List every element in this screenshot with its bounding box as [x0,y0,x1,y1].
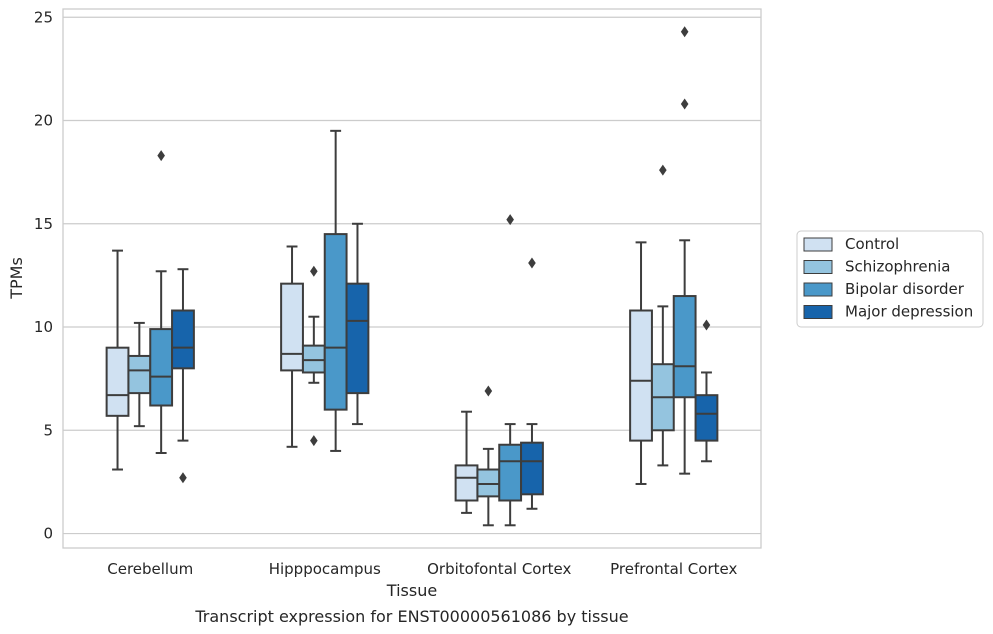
outlier-point [310,435,318,447]
box-2-2 [498,214,523,527]
box-iqr [672,295,697,399]
outlier-point [310,265,318,277]
y-tick-label: 25 [34,8,53,26]
box-0-1 [127,321,152,428]
box-1-2 [323,129,348,452]
x-tick-label: Hipppocampus [269,560,381,578]
box-0-2 [149,150,174,455]
box-iqr [498,443,523,502]
box-iqr [280,282,304,372]
box-iqr [149,328,174,407]
y-tick-labels: 0 5 10 15 20 25 [34,8,53,542]
box-3-0 [629,241,653,485]
box-iqr [629,309,653,442]
outlier-point [528,257,536,269]
outlier-point [484,385,493,397]
box-iqr [520,441,544,496]
y-tick-label: 5 [43,421,53,439]
box-3-1 [650,164,675,467]
box-2-1 [476,385,501,527]
box-3-2 [672,26,697,475]
legend-swatch [803,237,833,252]
outlier-point [179,472,187,484]
x-tick-labels: Cerebellum Hipppocampus Orbitofontal Corte… [107,560,737,578]
box-0-0 [105,249,130,471]
box-iqr [105,346,130,417]
outlier-point [680,98,689,110]
box-iqr [476,468,501,498]
legend-swatch [803,260,833,274]
legend-item: Control [803,235,899,253]
box-3-3 [694,319,719,463]
legend-label: Bipolar disorder [845,280,965,298]
outlier-point [157,150,165,162]
box-iqr [127,354,152,395]
plot-frame [62,8,762,549]
y-tick-label: 15 [34,215,53,233]
x-axis-title: Tissue [386,581,437,600]
box-iqr [454,464,479,502]
legend-swatch [803,282,833,297]
box-groups [105,26,719,527]
box-0-3 [171,268,195,484]
legend-item: Schizophrenia [803,258,950,276]
legend-swatch [803,305,833,319]
box-1-0 [280,245,304,448]
box-iqr [171,309,195,370]
outlier-point [659,164,667,176]
box-2-3 [520,257,544,510]
box-iqr [323,233,348,411]
grid-lines [63,16,761,535]
outlier-point [506,214,514,226]
box-iqr [301,344,326,374]
legend-frame [796,230,984,328]
outlier-point [680,26,689,38]
legend-label: Schizophrenia [845,258,950,276]
legend-label: Control [845,235,899,253]
x-tick-label: Prefrontal Cortex [610,560,737,578]
x-tick-label: Orbitofontal Cortex [427,560,571,578]
box-iqr [345,282,370,395]
y-tick-label: 0 [43,525,53,543]
legend-item: Major depression [803,303,973,321]
box-2-0 [454,410,479,514]
box-1-1 [301,265,326,447]
y-axis-title: TPMs [7,257,26,300]
box-1-3 [345,222,370,426]
box-iqr [694,394,719,442]
legend-label: Major depression [845,303,973,321]
x-tick-label: Cerebellum [107,560,193,578]
outlier-point [702,319,711,331]
y-tick-label: 20 [34,112,53,130]
legend-item: Bipolar disorder [803,280,965,298]
legend: Control Schizophrenia Bipolar disorder Majo… [796,230,984,328]
chart-caption: Transcript expression for ENST0000056108… [194,607,628,626]
y-tick-label: 10 [34,318,53,336]
